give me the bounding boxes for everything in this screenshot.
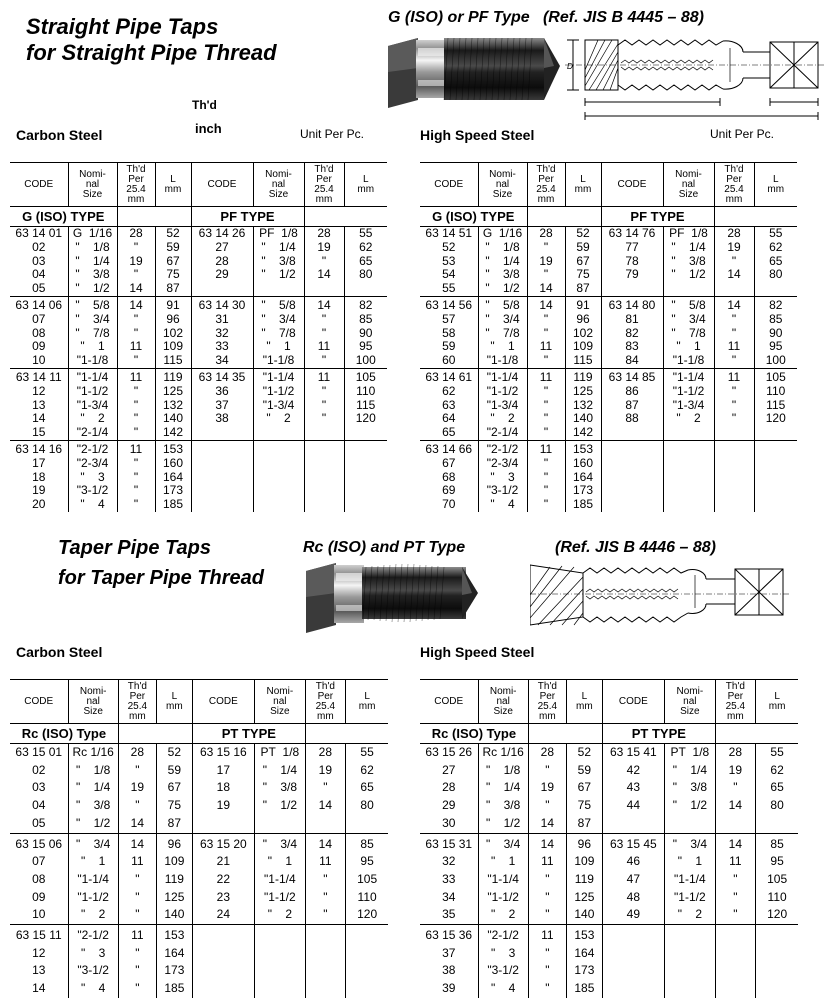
- svg-text:r: r: [696, 580, 699, 587]
- svg-text:D: D: [567, 62, 573, 71]
- svg-text:r: r: [731, 53, 734, 60]
- svg-text:L: L: [693, 116, 699, 125]
